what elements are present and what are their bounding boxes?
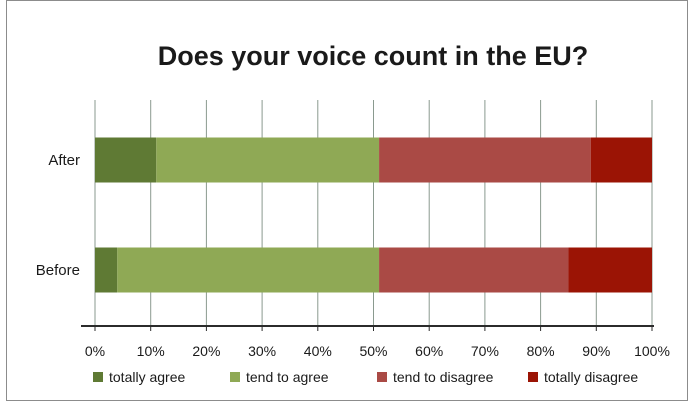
x-tick-label: 50% [359,343,387,359]
bar-after-totally-agree [95,137,157,183]
legend-swatch [377,372,387,382]
bar-before-totally-disagree [568,247,652,293]
legend-label: tend to agree [246,369,329,385]
bar-before-tend-to-agree [117,247,380,293]
category-label: After [48,152,80,169]
legend: totally agree tend to agree tend to disagr… [93,369,638,385]
bar-before-totally-agree [95,247,118,293]
bar-after-tend-to-agree [156,137,380,183]
legend-item: tend to disagree [377,369,494,385]
legend-swatch [230,372,240,382]
legend-label: tend to disagree [393,369,494,385]
chart-border [6,0,688,401]
x-tick-label: 0% [85,343,105,359]
x-tick-label: 80% [527,343,555,359]
x-tick-label: 10% [137,343,165,359]
x-tick-label: 30% [248,343,276,359]
x-tick-label: 90% [582,343,610,359]
x-tick-label: 70% [471,343,499,359]
legend-item: totally agree [93,369,185,385]
bar-after-totally-disagree [590,137,652,183]
legend-label: totally agree [109,369,185,385]
legend-swatch [93,372,103,382]
category-labels: After Before [36,152,80,279]
x-tick-label: 100% [634,343,670,359]
chart-title: Does your voice count in the EU? [158,41,589,71]
bar-before-tend-to-disagree [379,247,569,293]
legend-swatch [528,372,538,382]
x-axis: 0% 10% 20% 30% 40% 50% 60% 70% 80% 90% 100% [81,325,670,359]
x-tick-label: 40% [304,343,332,359]
category-label: Before [36,262,80,279]
bars [95,137,652,293]
bar-after-tend-to-disagree [379,137,591,183]
x-tick-label: 20% [192,343,220,359]
x-tick-label: 60% [415,343,443,359]
legend-item: totally disagree [528,369,638,385]
legend-item: tend to agree [230,369,329,385]
legend-label: totally disagree [544,369,638,385]
